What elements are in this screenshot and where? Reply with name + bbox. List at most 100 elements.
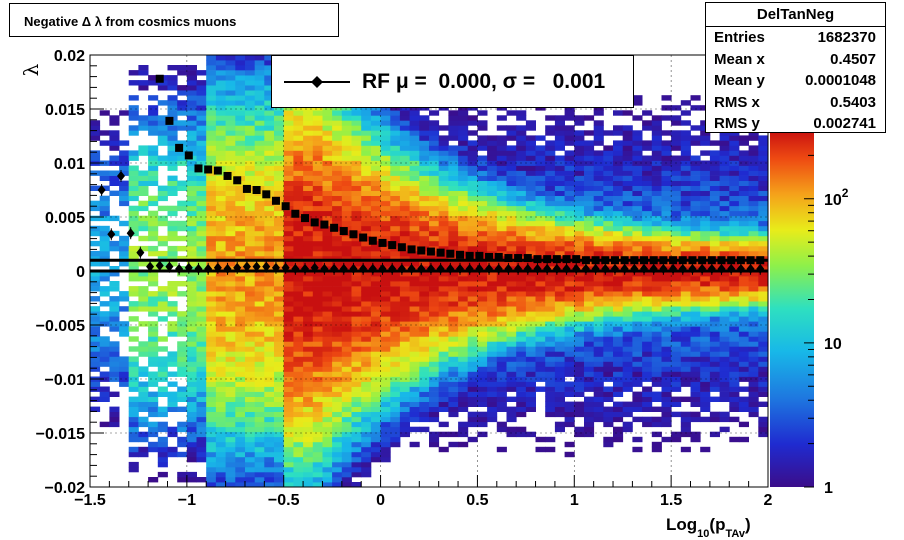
heat-cell bbox=[554, 386, 565, 392]
heat-cell bbox=[554, 200, 565, 207]
heat-cell bbox=[622, 215, 633, 222]
heat-cell bbox=[235, 436, 246, 443]
heat-cell bbox=[206, 291, 217, 297]
heat-cell bbox=[235, 70, 246, 76]
heat-cell bbox=[661, 105, 672, 111]
heat-cell bbox=[99, 255, 110, 262]
heat-cell bbox=[225, 381, 236, 387]
heat-cell bbox=[245, 190, 256, 196]
heat-cell bbox=[235, 421, 246, 428]
heat-cell bbox=[506, 145, 517, 151]
heat-cell bbox=[274, 326, 285, 332]
stats-box: DelTanNeg Entries 1682370 Mean x 0.4507 Me… bbox=[705, 2, 886, 133]
heat-cell bbox=[380, 456, 391, 463]
heat-cell bbox=[206, 456, 217, 463]
heat-cell bbox=[196, 321, 207, 327]
heat-cell bbox=[109, 240, 120, 247]
heat-cell bbox=[119, 160, 130, 166]
heat-cell bbox=[128, 386, 139, 392]
heat-cell bbox=[458, 160, 469, 166]
heat-cell bbox=[642, 366, 653, 372]
heat-cell bbox=[225, 60, 236, 66]
heat-cell bbox=[729, 250, 740, 257]
heat-cell bbox=[303, 346, 314, 352]
heat-cell bbox=[235, 90, 246, 96]
heat-cell bbox=[254, 220, 265, 227]
heat-cell bbox=[283, 215, 294, 222]
heat-cell bbox=[312, 471, 323, 478]
heat-cell bbox=[322, 316, 333, 322]
heat-cell bbox=[680, 421, 691, 428]
heat-cell bbox=[245, 291, 256, 297]
heat-cell bbox=[467, 321, 478, 327]
heat-cell bbox=[603, 250, 614, 257]
heat-cell bbox=[700, 281, 711, 287]
heat-cell bbox=[487, 240, 498, 247]
heat-cell bbox=[351, 361, 362, 367]
heat-cell bbox=[370, 281, 381, 287]
heat-cell bbox=[148, 230, 159, 237]
heat-cell bbox=[245, 100, 256, 106]
heat-cell bbox=[758, 326, 769, 332]
heat-cell bbox=[429, 326, 440, 332]
heat-cell bbox=[496, 371, 507, 377]
heat-cell bbox=[254, 371, 265, 377]
heat-cell bbox=[458, 286, 469, 292]
heat-cell bbox=[283, 165, 294, 171]
heat-cell bbox=[264, 366, 275, 372]
heat-cell bbox=[148, 281, 159, 287]
heat-cell bbox=[215, 215, 226, 222]
heat-cell bbox=[584, 235, 595, 242]
heat-cell bbox=[516, 110, 527, 116]
heat-cell bbox=[399, 336, 410, 342]
heat-cell bbox=[157, 130, 168, 136]
heat-cell bbox=[177, 396, 188, 402]
heat-cell bbox=[380, 185, 391, 191]
heat-cell bbox=[545, 351, 556, 357]
heat-cell bbox=[448, 180, 459, 186]
heat-cell bbox=[477, 120, 488, 126]
heat-cell bbox=[128, 195, 139, 202]
heat-cell bbox=[535, 200, 546, 207]
heat-cell bbox=[254, 441, 265, 448]
heat-cell bbox=[254, 255, 265, 262]
heat-cell bbox=[215, 130, 226, 136]
heat-cell bbox=[283, 411, 294, 418]
heat-cell bbox=[477, 361, 488, 367]
heat-cell bbox=[380, 336, 391, 342]
heat-cell bbox=[148, 115, 159, 121]
heat-cell bbox=[322, 286, 333, 292]
heat-cell bbox=[380, 326, 391, 332]
heat-cell bbox=[516, 291, 527, 297]
heat-cell bbox=[525, 180, 536, 186]
heat-cell bbox=[671, 361, 682, 367]
heat-cell bbox=[99, 336, 110, 342]
heat-cell bbox=[516, 406, 527, 412]
heat-cell bbox=[274, 446, 285, 453]
heat-cell bbox=[235, 296, 246, 302]
heat-cell bbox=[419, 301, 430, 307]
heat-cell bbox=[603, 225, 614, 232]
heat-cell bbox=[254, 461, 265, 468]
heat-cell bbox=[119, 190, 130, 196]
heat-cell bbox=[109, 356, 120, 362]
heat-cell bbox=[245, 85, 256, 91]
heat-cell bbox=[525, 210, 536, 217]
heat-cell bbox=[690, 401, 701, 407]
heat-cell bbox=[448, 185, 459, 191]
heat-cell bbox=[671, 411, 682, 418]
heat-cell bbox=[351, 331, 362, 337]
heat-cell bbox=[661, 195, 672, 202]
heat-cell bbox=[361, 406, 372, 412]
heat-cell bbox=[186, 140, 197, 146]
heat-cell bbox=[254, 110, 265, 116]
heat-cell bbox=[535, 150, 546, 156]
heat-cell bbox=[225, 245, 236, 252]
heat-cell bbox=[487, 346, 498, 352]
heat-cell bbox=[506, 230, 517, 237]
heat-cell bbox=[593, 250, 604, 257]
heat-cell bbox=[738, 140, 749, 146]
heat-cell bbox=[351, 180, 362, 186]
heat-cell bbox=[690, 225, 701, 232]
heat-cell bbox=[564, 416, 575, 423]
